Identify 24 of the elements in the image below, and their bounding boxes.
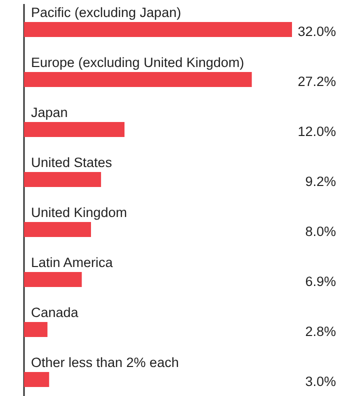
bar	[24, 72, 252, 87]
y-tick-label: Europe (excluding United Kingdom)	[31, 55, 244, 70]
data-label: 3.0%	[305, 374, 336, 389]
bar	[24, 22, 292, 37]
data-label: 6.9%	[305, 274, 336, 289]
bar	[24, 122, 124, 137]
y-tick-label: Canada	[31, 305, 79, 320]
y-tick-label: Other less than 2% each	[31, 355, 179, 370]
bar	[24, 272, 82, 287]
bar	[24, 322, 48, 337]
data-label: 32.0%	[298, 24, 336, 39]
y-tick-label: Pacific (excluding Japan)	[31, 5, 182, 20]
y-tick-label: United Kingdom	[31, 205, 128, 220]
data-label: 8.0%	[305, 224, 336, 239]
bar	[24, 372, 50, 387]
y-tick-label: United States	[31, 155, 112, 170]
y-tick-label: Latin America	[31, 255, 114, 270]
data-label: 12.0%	[298, 124, 336, 139]
data-label: 9.2%	[305, 174, 336, 189]
bar	[24, 222, 91, 237]
y-tick-label: Japan	[31, 105, 68, 120]
bar	[24, 172, 102, 187]
data-label: 27.2%	[298, 74, 336, 89]
data-label: 2.8%	[305, 324, 336, 339]
